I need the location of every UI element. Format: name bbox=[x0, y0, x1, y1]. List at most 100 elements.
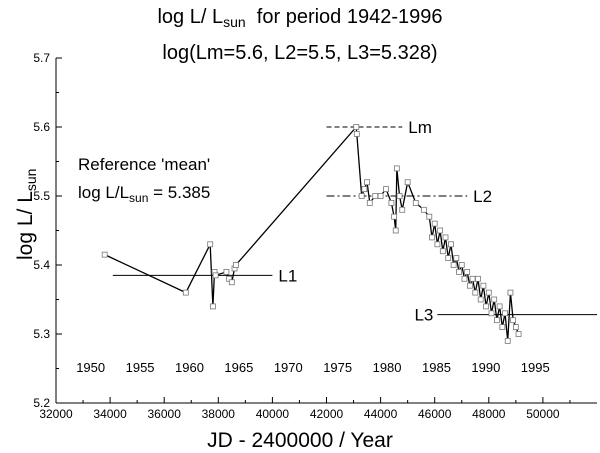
data-point bbox=[426, 213, 433, 220]
data-point bbox=[496, 303, 503, 310]
y-tick-label: 5.7 bbox=[33, 51, 50, 65]
year-label: 1970 bbox=[274, 360, 303, 375]
data-point bbox=[182, 289, 189, 296]
data-point bbox=[515, 331, 522, 337]
data-point bbox=[475, 275, 481, 282]
data-point bbox=[353, 124, 360, 130]
data-point bbox=[477, 296, 484, 303]
year-label: 1975 bbox=[323, 360, 352, 375]
data-point bbox=[212, 272, 219, 279]
data-point bbox=[448, 241, 454, 248]
data-point bbox=[377, 193, 384, 199]
data-point bbox=[450, 262, 457, 268]
year-label: 1980 bbox=[373, 360, 402, 375]
y-tick-label: 5.6 bbox=[33, 120, 50, 134]
data-point bbox=[466, 282, 473, 289]
data-point bbox=[364, 179, 370, 186]
data-point bbox=[439, 248, 446, 255]
y-tick-label: 5.3 bbox=[33, 327, 50, 341]
x-tick-label: 32000 bbox=[39, 407, 73, 421]
data-point bbox=[453, 255, 460, 262]
reference-label-lm: Lm bbox=[408, 118, 432, 137]
data-point bbox=[483, 303, 489, 310]
data-point bbox=[437, 227, 444, 234]
data-point bbox=[504, 337, 511, 344]
data-point bbox=[434, 241, 441, 248]
reference-note-line2: log L/Lsun = 5.385 bbox=[78, 183, 210, 205]
x-tick-label: 34000 bbox=[93, 407, 127, 421]
y-tick-label: 5.4 bbox=[33, 258, 50, 272]
data-point bbox=[429, 234, 435, 241]
data-point bbox=[461, 275, 468, 282]
title-sub: sun bbox=[223, 14, 246, 30]
data-point bbox=[361, 186, 368, 193]
data-point bbox=[388, 199, 395, 206]
reference-label-l1: L1 bbox=[278, 266, 297, 285]
data-point bbox=[353, 130, 360, 137]
data-point bbox=[431, 220, 438, 227]
title-suffix: for period 1942-1996 bbox=[256, 6, 443, 28]
x-tick-label: 42000 bbox=[310, 407, 344, 421]
year-label: 1985 bbox=[422, 360, 451, 375]
data-point bbox=[207, 241, 214, 248]
x-tick-label: 50000 bbox=[526, 407, 560, 421]
x-tick-label: 36000 bbox=[148, 407, 182, 421]
data-point bbox=[420, 206, 427, 213]
chart-title-line2: log(Lm=5.6, L2=5.5, L3=5.328) bbox=[162, 42, 438, 64]
data-point bbox=[393, 165, 400, 172]
y-axis-label-main: log L/ L bbox=[14, 191, 37, 260]
reference-note-sub: sun bbox=[129, 191, 149, 205]
data-point bbox=[101, 251, 108, 258]
data-point bbox=[404, 179, 411, 186]
year-label: 1995 bbox=[521, 360, 550, 375]
year-label: 1960 bbox=[175, 360, 204, 375]
data-point bbox=[488, 310, 495, 317]
reference-label-l2: L2 bbox=[473, 187, 492, 206]
data-point bbox=[499, 324, 506, 331]
year-label: 1965 bbox=[224, 360, 253, 375]
data-point bbox=[472, 289, 479, 296]
year-label: 1990 bbox=[471, 360, 500, 375]
data-point bbox=[485, 289, 492, 296]
reference-note-line1: Reference 'mean' bbox=[78, 155, 211, 174]
data-point bbox=[366, 199, 373, 206]
y-tick-label: 5.2 bbox=[33, 396, 50, 410]
data-point bbox=[372, 193, 379, 199]
x-tick-label: 40000 bbox=[256, 407, 290, 421]
y-axis-label: log L/ Lsun bbox=[14, 169, 39, 260]
x-tick-label: 48000 bbox=[472, 407, 506, 421]
data-point bbox=[442, 234, 449, 241]
data-point bbox=[456, 268, 462, 275]
data-point bbox=[458, 262, 465, 268]
data-point bbox=[512, 324, 519, 331]
data-point bbox=[510, 317, 517, 324]
data-point bbox=[358, 193, 365, 199]
data-point bbox=[445, 255, 452, 262]
data-point bbox=[502, 310, 508, 317]
data-point bbox=[507, 289, 514, 296]
data-point bbox=[209, 303, 216, 310]
year-label: 1955 bbox=[126, 360, 155, 375]
title-prefix: log L/ L bbox=[157, 6, 224, 28]
data-point bbox=[383, 186, 389, 193]
x-tick-label: 44000 bbox=[364, 407, 398, 421]
data-point bbox=[399, 206, 406, 213]
data-point bbox=[491, 296, 498, 303]
reference-note-prefix: log L/L bbox=[78, 183, 130, 202]
data-point bbox=[232, 262, 239, 268]
data-point bbox=[464, 268, 471, 275]
data-point bbox=[391, 213, 398, 220]
y-tick-label: 5.5 bbox=[33, 189, 50, 203]
y-axis-label-sub: sun bbox=[23, 168, 39, 192]
data-point bbox=[494, 317, 500, 324]
data-point bbox=[469, 275, 476, 282]
x-tick-label: 38000 bbox=[202, 407, 236, 421]
reference-note-suffix: = 5.385 bbox=[153, 183, 211, 202]
year-label: 1950 bbox=[76, 360, 105, 375]
data-point bbox=[392, 227, 399, 234]
reference-label-l3: L3 bbox=[414, 306, 433, 325]
chart-title-line1: log L/ Lsun for period 1942-1996 bbox=[0, 6, 600, 30]
data-point bbox=[480, 282, 487, 289]
data-point bbox=[223, 268, 230, 275]
